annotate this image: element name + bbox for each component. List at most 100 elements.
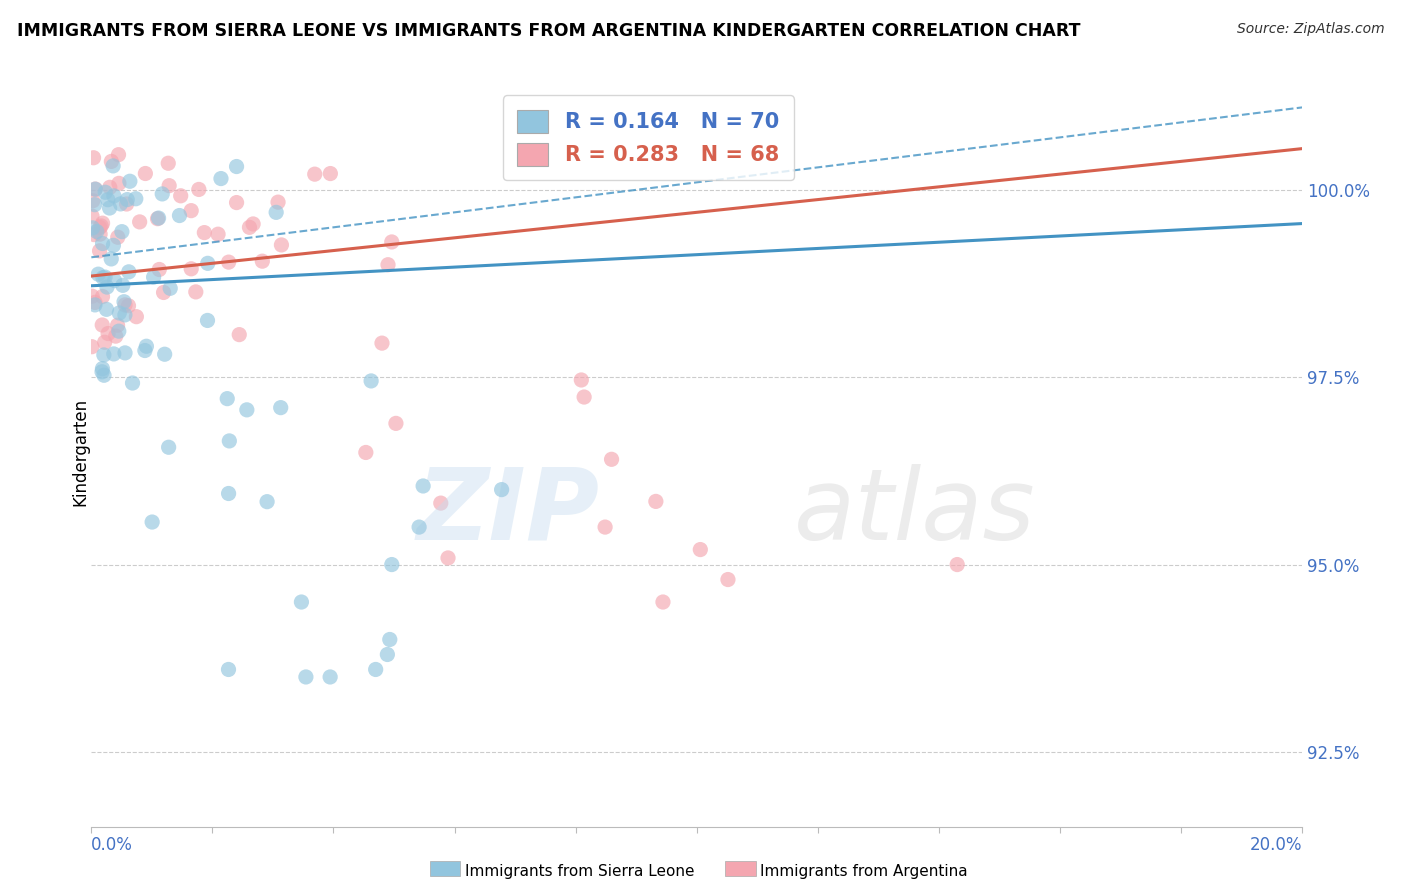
Point [104, 329, 127, 343]
Point [717, 573, 740, 587]
Point [412, 479, 434, 493]
Point [193, 226, 215, 240]
Point [270, 238, 292, 252]
Point [103, 238, 125, 252]
Point [141, 515, 163, 529]
Point [491, 483, 513, 497]
Point [150, 186, 173, 201]
Point [91, 270, 114, 285]
Point [91, 289, 114, 303]
Point [218, 434, 240, 448]
Point [169, 209, 191, 223]
Point [377, 648, 399, 662]
Point [107, 147, 129, 161]
Point [180, 261, 202, 276]
Point [142, 270, 165, 285]
Point [98, 201, 121, 215]
Point [148, 262, 170, 277]
Y-axis label: Kindergarten: Kindergarten [72, 398, 89, 506]
Text: 20.0%: 20.0% [1250, 836, 1302, 854]
Point [128, 215, 150, 229]
Point [89, 227, 111, 241]
Point [689, 542, 711, 557]
Point [354, 445, 377, 459]
Point [83, 227, 105, 242]
Point [170, 189, 193, 203]
Point [134, 343, 156, 358]
Point [87, 267, 110, 281]
Point [103, 189, 125, 203]
Point [84, 182, 107, 196]
Point [197, 256, 219, 270]
Point [184, 285, 207, 299]
Text: 0.0%: 0.0% [91, 836, 134, 854]
Point [100, 154, 122, 169]
Point [225, 195, 247, 210]
Point [569, 373, 592, 387]
Text: Source: ZipAtlas.com: Source: ZipAtlas.com [1237, 22, 1385, 37]
Point [225, 160, 247, 174]
Point [103, 347, 125, 361]
Point [93, 368, 115, 383]
Point [319, 167, 342, 181]
Point [264, 205, 287, 219]
Point [125, 310, 148, 324]
Point [377, 258, 399, 272]
Point [108, 177, 131, 191]
Point [83, 197, 105, 211]
Point [267, 195, 290, 210]
Point [209, 171, 232, 186]
Point [112, 294, 135, 309]
Point [236, 402, 259, 417]
Point [96, 280, 118, 294]
Point [114, 346, 136, 360]
Point [97, 326, 120, 341]
Point [118, 174, 141, 188]
Point [180, 203, 202, 218]
Point [93, 335, 115, 350]
Point [385, 417, 408, 431]
Point [89, 220, 111, 235]
Point [218, 486, 240, 500]
Point [84, 298, 107, 312]
Point [111, 278, 134, 293]
Point [644, 494, 666, 508]
Point [117, 299, 139, 313]
Point [80, 209, 103, 223]
Point [290, 595, 312, 609]
Point [946, 558, 969, 572]
Point [107, 324, 129, 338]
Point [82, 194, 104, 208]
Point [97, 193, 120, 207]
Point [84, 295, 107, 310]
Point [252, 254, 274, 268]
Point [148, 211, 170, 225]
Point [146, 211, 169, 226]
Point [82, 220, 104, 235]
Point [115, 193, 138, 207]
Point [159, 281, 181, 295]
Point [295, 670, 318, 684]
Point [207, 227, 229, 242]
Text: Immigrants from Sierra Leone: Immigrants from Sierra Leone [465, 864, 695, 880]
Point [593, 520, 616, 534]
Point [101, 159, 124, 173]
Point [319, 670, 342, 684]
Text: ZIP: ZIP [416, 464, 600, 560]
Point [152, 285, 174, 300]
Point [84, 182, 107, 196]
Point [110, 197, 132, 211]
Point [111, 225, 134, 239]
Point [100, 252, 122, 266]
Point [197, 313, 219, 327]
Point [103, 274, 125, 288]
Point [98, 180, 121, 194]
Point [96, 302, 118, 317]
Point [108, 306, 131, 320]
Point [228, 327, 250, 342]
Point [80, 340, 103, 354]
Point [157, 178, 180, 193]
Point [91, 318, 114, 332]
Point [114, 308, 136, 322]
Text: Immigrants from Argentina: Immigrants from Argentina [761, 864, 967, 880]
